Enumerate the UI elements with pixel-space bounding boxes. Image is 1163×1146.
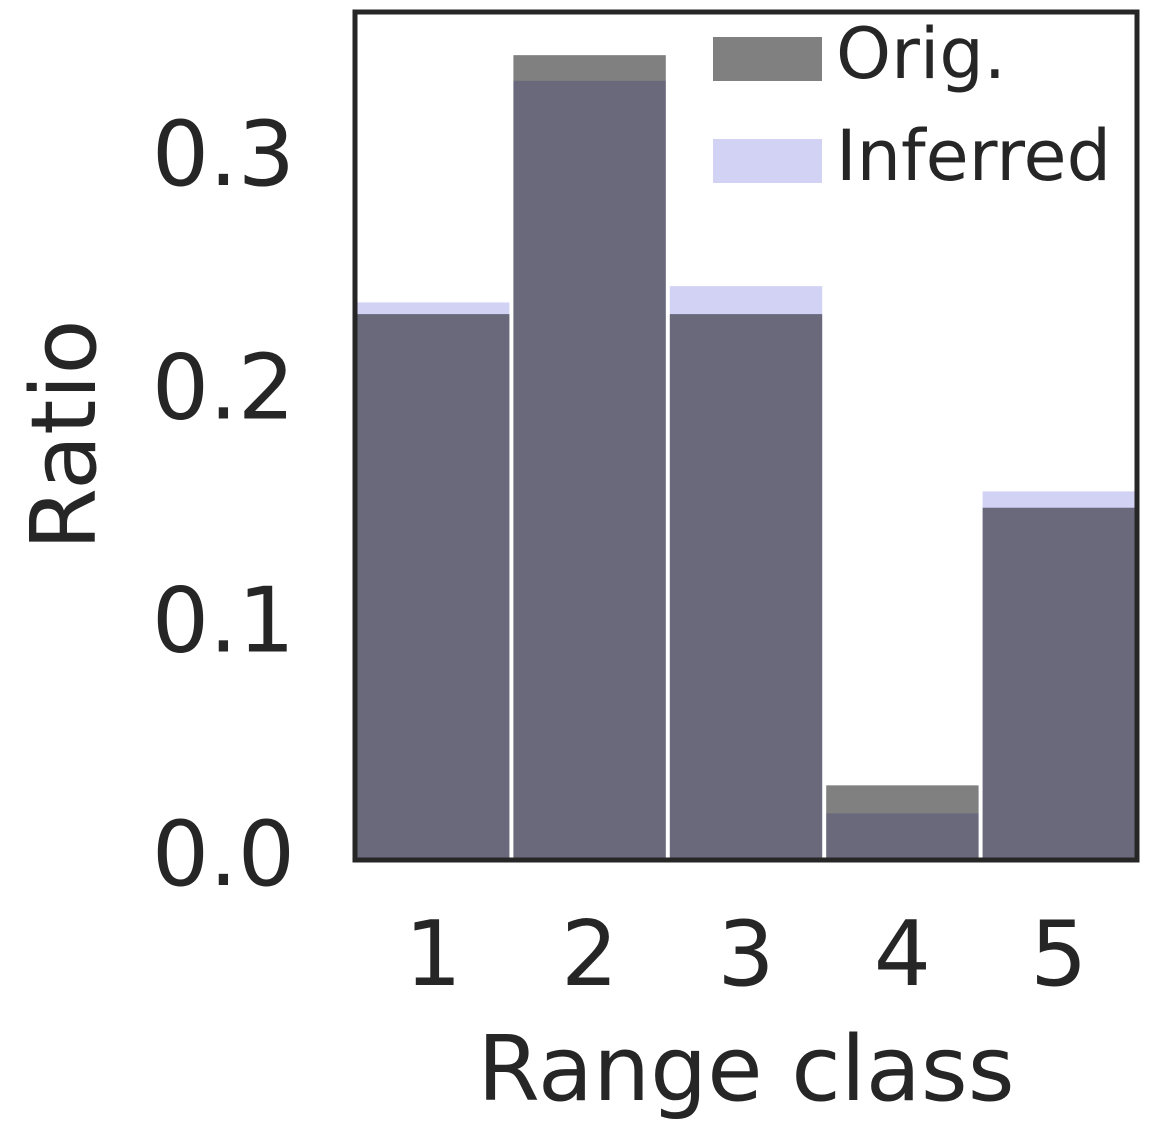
y-tick-label: 0.3 bbox=[152, 102, 295, 207]
bar bbox=[357, 314, 510, 860]
y-axis-label: Ratio bbox=[12, 319, 117, 550]
bar bbox=[513, 55, 666, 860]
plot-frame bbox=[352, 9, 1140, 863]
bar bbox=[669, 314, 823, 860]
legend-label: Orig. bbox=[836, 13, 1006, 95]
bar bbox=[982, 507, 1135, 860]
legend-swatch bbox=[713, 37, 822, 81]
x-axis-label: Range class bbox=[477, 1017, 1014, 1122]
y-tick-label: 0.2 bbox=[152, 335, 295, 440]
x-tick-label: 4 bbox=[874, 902, 931, 1007]
x-tick-label: 1 bbox=[405, 902, 462, 1007]
legend-label: Inferred bbox=[836, 115, 1111, 197]
x-tick-label: 5 bbox=[1030, 902, 1087, 1007]
legend-swatch bbox=[713, 139, 822, 183]
x-tick-label: 3 bbox=[717, 902, 774, 1007]
y-tick-label: 0.1 bbox=[152, 569, 295, 674]
bar bbox=[826, 785, 979, 860]
x-tick-label: 2 bbox=[561, 902, 618, 1007]
y-tick-label: 0.0 bbox=[152, 802, 295, 907]
